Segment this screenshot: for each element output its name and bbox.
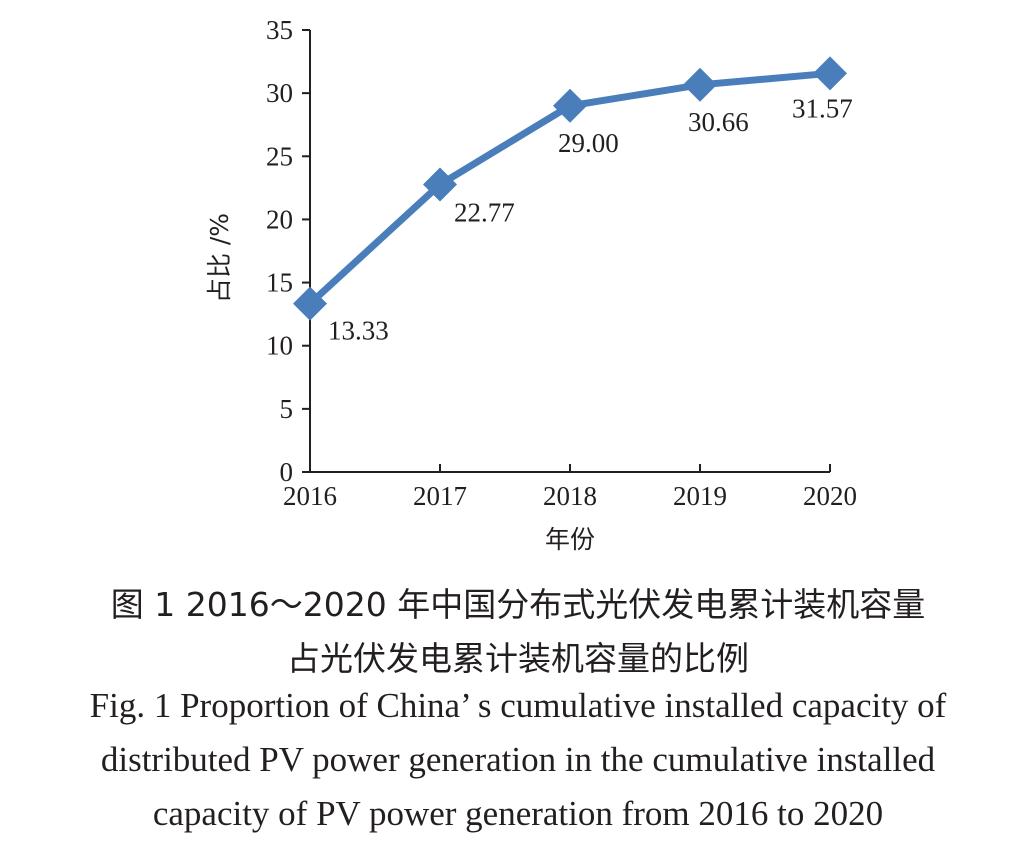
- y-tick-label: 10: [266, 331, 293, 361]
- line-chart: 0 5 10 15 20 25 30 35 2016 2017 2018 2019 2020 13.33…: [205, 15, 857, 554]
- y-axis-title: 占比 /%: [205, 213, 234, 303]
- x-tick-label: 2018: [543, 481, 597, 511]
- x-tick-label: 2020: [803, 481, 857, 511]
- caption-chinese-line-1: 图 1 2016～2020 年中国分布式光伏发电累计装机容量: [110, 585, 926, 624]
- data-label: 29.00: [558, 128, 619, 158]
- y-tick-label: 25: [266, 141, 293, 171]
- data-point-marker: [293, 286, 327, 321]
- data-point-marker: [813, 56, 847, 91]
- caption-english-line-2: distributed PV power generation in the c…: [100, 740, 936, 779]
- y-tick-label: 35: [266, 15, 293, 45]
- caption-chinese-line-2: 占光伏发电累计装机容量的比例: [287, 639, 749, 678]
- x-axis-title: 年份: [545, 525, 595, 554]
- y-tick-label: 5: [280, 394, 294, 424]
- data-label: 13.33: [328, 316, 389, 346]
- x-tick-label: 2019: [673, 481, 727, 511]
- data-label: 31.57: [792, 93, 853, 123]
- x-tick-label: 2016: [283, 481, 337, 511]
- chart-series: [293, 56, 847, 321]
- y-tick-label: 20: [266, 204, 293, 234]
- y-tick-label: 30: [266, 78, 293, 108]
- data-label: 22.77: [454, 197, 515, 227]
- data-point-marker: [683, 67, 717, 102]
- data-label: 30.66: [688, 107, 749, 137]
- chart-axes: 0 5 10 15 20 25 30 35 2016 2017 2018 2019 2020: [266, 15, 857, 511]
- data-point-marker: [423, 167, 457, 202]
- x-tick-label: 2017: [413, 481, 467, 511]
- caption-english-line-1: Fig. 1 Proportion of China’ s cumulative…: [89, 686, 947, 725]
- y-tick-label: 0: [280, 457, 294, 487]
- data-point-marker: [553, 88, 587, 123]
- chart-data-labels: 13.33 22.77 29.00 30.66 31.57: [328, 93, 853, 345]
- y-tick-label: 15: [266, 268, 293, 298]
- caption-english-line-3: capacity of PV power generation from 201…: [152, 794, 884, 833]
